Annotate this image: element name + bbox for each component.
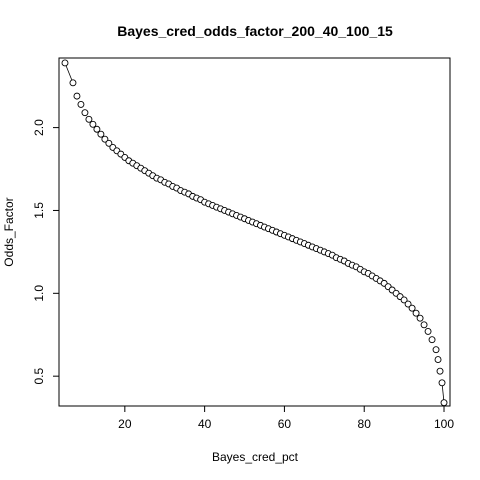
data-point bbox=[432, 346, 440, 354]
data-point bbox=[73, 92, 81, 100]
data-point bbox=[93, 125, 101, 133]
data-point bbox=[85, 115, 93, 123]
connector-line bbox=[64, 62, 74, 84]
x-tick-label: 80 bbox=[358, 417, 372, 431]
y-axis: 0.5 1.0 1.5 2.0 bbox=[32, 119, 60, 385]
data-point bbox=[440, 399, 448, 407]
x-tick-label: 20 bbox=[118, 417, 132, 431]
y-tick-label: 2.0 bbox=[32, 119, 46, 136]
data-point bbox=[69, 79, 77, 87]
data-point bbox=[416, 314, 424, 322]
data-point bbox=[61, 59, 69, 67]
data-point bbox=[424, 327, 432, 335]
data-point bbox=[438, 379, 446, 387]
data-point bbox=[89, 120, 97, 128]
plot-frame bbox=[58, 57, 451, 407]
x-tick-label: 40 bbox=[198, 417, 212, 431]
data-point bbox=[97, 130, 105, 138]
x-ticks: 20 40 60 80 100 bbox=[118, 406, 454, 431]
data-point bbox=[434, 356, 442, 364]
data-point bbox=[77, 100, 85, 108]
x-axis: 20 40 60 80 100 bbox=[118, 405, 454, 431]
data-point bbox=[436, 367, 444, 375]
y-tick-label: 1.0 bbox=[32, 285, 46, 302]
x-tick-label: 60 bbox=[278, 417, 292, 431]
data-point bbox=[420, 321, 428, 329]
data-point bbox=[408, 304, 416, 312]
data-point bbox=[412, 309, 420, 317]
data-series bbox=[61, 59, 448, 407]
x-tick-label: 100 bbox=[434, 417, 454, 431]
y-ticks: 0.5 1.0 1.5 2.0 bbox=[32, 119, 59, 385]
data-point bbox=[428, 336, 436, 344]
data-point bbox=[101, 135, 109, 143]
y-axis-label: Odds_Factor bbox=[2, 197, 16, 266]
data-point bbox=[81, 109, 89, 117]
chart-title: Bayes_cred_odds_factor_200_40_100_15 bbox=[117, 23, 393, 39]
data-point bbox=[105, 139, 113, 147]
y-tick-label: 1.5 bbox=[32, 202, 46, 219]
x-axis-label: Bayes_cred_pct bbox=[212, 450, 299, 464]
data-point bbox=[400, 296, 408, 304]
y-tick-label: 0.5 bbox=[32, 368, 46, 385]
data-point bbox=[404, 300, 412, 308]
